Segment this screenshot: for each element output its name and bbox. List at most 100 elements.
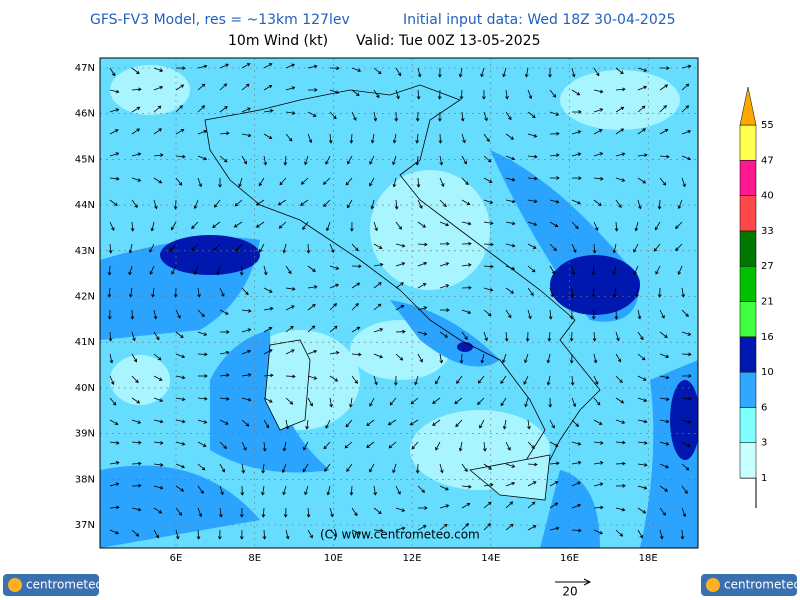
wind-arrow xyxy=(285,529,290,540)
wind-arrow xyxy=(329,89,340,94)
wind-arrow xyxy=(677,265,683,275)
wind-arrow xyxy=(153,331,160,341)
wind-arrow xyxy=(241,287,249,296)
wind-arrow xyxy=(307,349,318,355)
wind-arrow xyxy=(439,221,450,227)
wind-arrow xyxy=(373,328,384,333)
wind-arrow xyxy=(329,507,334,518)
wind-arrow xyxy=(239,529,244,540)
logo-right-text: centrometeo xyxy=(724,578,800,592)
wind-arrow xyxy=(570,287,575,298)
wind-arrow xyxy=(524,397,529,408)
wind-arrow xyxy=(392,133,397,144)
wind-arrow xyxy=(107,287,112,298)
wind-arrow xyxy=(285,265,292,275)
wind-arrow xyxy=(241,349,252,355)
wind-arrow xyxy=(395,485,401,495)
wind-arrow xyxy=(285,419,290,430)
wind-arrow xyxy=(415,133,420,144)
wind-arrow xyxy=(347,155,353,165)
wind-arrow xyxy=(351,89,360,97)
wind-arrow xyxy=(282,243,287,254)
colorbar-segment xyxy=(739,265,757,302)
wind-arrow xyxy=(417,261,428,267)
wind-arrow xyxy=(175,463,186,469)
wind-arrow xyxy=(241,133,252,138)
wind-arrow xyxy=(461,523,469,531)
wind-arrow xyxy=(263,349,273,355)
wind-arrow xyxy=(370,133,375,144)
wind-arrow xyxy=(637,177,647,184)
wind-arrow xyxy=(549,199,560,204)
wind-arrow xyxy=(571,397,577,408)
wind-arrow xyxy=(659,309,665,319)
wind-arrow xyxy=(373,507,382,515)
wind-arrow xyxy=(149,265,155,275)
wind-arrow xyxy=(438,67,442,78)
wind-arrow xyxy=(234,199,243,207)
wind-arrow xyxy=(548,309,553,320)
wind-arrow xyxy=(219,330,230,334)
wind-arrow xyxy=(351,67,362,73)
wind-arrow xyxy=(459,353,464,364)
wind-arrow xyxy=(175,529,180,540)
wind-arrow xyxy=(307,397,313,407)
wind-arrow xyxy=(170,221,177,231)
wind-arrow xyxy=(527,154,538,159)
wind-arrow xyxy=(197,419,208,424)
wind-arrow xyxy=(109,529,119,535)
wind-arrow xyxy=(197,463,206,471)
wind-arrow xyxy=(153,309,158,320)
wind-arrow xyxy=(346,463,353,472)
wind-arrow xyxy=(439,331,448,338)
wind-arrow xyxy=(681,485,688,494)
wind-arrow xyxy=(259,243,265,253)
wind-arrow xyxy=(524,67,529,78)
wind-arrow xyxy=(549,287,554,298)
wind-arrow xyxy=(505,463,516,468)
wind-arrow xyxy=(415,155,420,166)
wind-arrow xyxy=(483,242,494,247)
wind-arrow xyxy=(592,243,597,254)
wind-arrow xyxy=(307,529,313,539)
lat-label: 45N xyxy=(75,154,95,165)
wind-arrow xyxy=(500,375,507,385)
wind-arrow xyxy=(439,155,444,166)
wind-arrow xyxy=(593,397,601,406)
wind-arrow xyxy=(212,221,221,228)
wind-arrow xyxy=(197,441,207,447)
wind-arrow xyxy=(131,67,140,75)
variable: 10m Wind (kt) xyxy=(228,33,328,49)
wind-arrow xyxy=(261,485,265,496)
wind-arrow xyxy=(460,111,465,122)
wind-arrow xyxy=(593,176,604,181)
wind-arrow xyxy=(483,111,488,122)
wind-arrow xyxy=(527,441,535,449)
wind-arrow xyxy=(591,287,596,298)
wind-arrow xyxy=(659,485,669,492)
wind-arrow xyxy=(593,89,604,94)
wind-arrow xyxy=(439,308,450,312)
wind-arrow xyxy=(373,282,382,289)
wind-arrow xyxy=(455,419,463,428)
wind-arrow xyxy=(505,199,516,204)
wind-arrow xyxy=(547,331,552,342)
wind-arrow xyxy=(193,265,199,275)
wind-arrow xyxy=(109,397,117,406)
wind-arrow xyxy=(415,463,420,474)
wind-arrow xyxy=(480,353,485,364)
wind-arrow xyxy=(373,221,378,232)
logo-right xyxy=(701,574,797,596)
map xyxy=(100,58,698,548)
wind-arrow xyxy=(505,501,514,509)
wind-arrow xyxy=(461,484,472,489)
wind-arrow xyxy=(659,463,669,469)
wind-arrow xyxy=(151,287,155,298)
wind-arrow xyxy=(131,529,140,537)
wind-arrow xyxy=(285,111,296,115)
wind-arrow xyxy=(417,199,423,209)
colorbar-label: 33 xyxy=(761,226,774,237)
wind-arrow xyxy=(306,507,311,518)
wind-arrow xyxy=(416,177,421,188)
wind-arrow xyxy=(240,485,245,496)
